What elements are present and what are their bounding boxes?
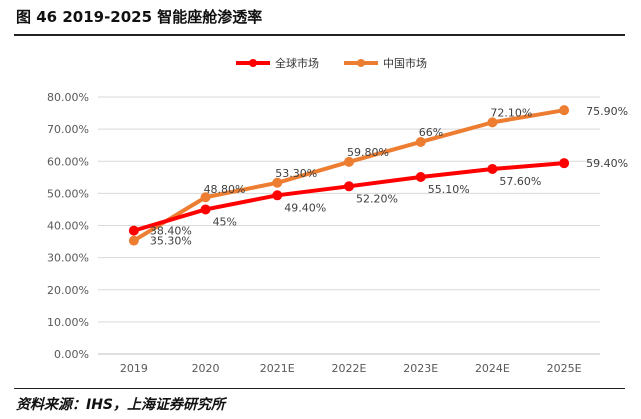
figure-title: 图 46 2019-2025 智能座舱渗透率	[16, 8, 263, 26]
data-point	[415, 171, 426, 182]
x-tick-label: 2025E	[547, 362, 582, 375]
x-tick-label: 2020	[192, 362, 220, 375]
y-tick-label: 60.00%	[47, 155, 89, 168]
legend-marker	[357, 59, 365, 67]
data-label: 57.60%	[499, 175, 541, 188]
data-point	[272, 177, 283, 188]
y-tick-label: 40.00%	[47, 220, 89, 233]
data-label: 35.30%	[150, 235, 192, 248]
x-tick-label: 2019	[120, 362, 148, 375]
data-label: 55.10%	[428, 183, 470, 196]
y-tick-label: 50.00%	[47, 187, 89, 200]
data-point	[559, 158, 570, 169]
y-tick-label: 10.00%	[47, 316, 89, 329]
y-tick-label: 30.00%	[47, 252, 89, 265]
data-label: 49.40%	[284, 201, 326, 214]
data-label: 48.80%	[204, 183, 246, 196]
x-tick-label: 2024E	[475, 362, 510, 375]
y-tick-label: 0.00%	[54, 348, 89, 361]
data-label: 72.10%	[490, 106, 532, 119]
data-label: 59.40%	[586, 157, 628, 170]
data-point	[344, 156, 354, 167]
data-point	[128, 235, 139, 246]
source-note: 资料来源：IHS，上海证券研究所	[16, 397, 226, 413]
y-tick-label: 20.00%	[47, 284, 89, 297]
data-point	[128, 225, 139, 236]
legend-label: 全球市场	[275, 56, 319, 70]
data-label: 45%	[213, 215, 237, 228]
line-chart: 0.00% 10.00% 20.00% 30.00% 40.00% 50.00% 60.00…	[47, 56, 628, 375]
title-rule	[14, 34, 625, 36]
data-point	[487, 163, 498, 174]
data-point	[415, 136, 426, 147]
y-tick-label: 70.00%	[47, 123, 89, 136]
data-label: 38.40%	[150, 225, 192, 238]
x-tick-label: 2023E	[403, 362, 438, 375]
data-point	[559, 105, 570, 116]
data-label: 59.80%	[347, 146, 389, 159]
x-tick-label: 2022E	[332, 362, 367, 375]
y-tick-label: 80.00%	[47, 91, 89, 104]
x-tick-label: 2021E	[260, 362, 295, 375]
data-point	[272, 190, 283, 201]
data-point	[344, 181, 354, 192]
series-line	[131, 161, 567, 233]
data-label: 75.90%	[586, 105, 628, 118]
legend-marker	[249, 59, 257, 67]
data-point	[200, 204, 211, 215]
data-label: 53.30%	[275, 167, 317, 180]
source-rule	[14, 388, 625, 389]
data-point	[487, 117, 498, 128]
legend-label: 中国市场	[383, 56, 427, 70]
data-point	[200, 192, 211, 203]
data-label: 52.20%	[356, 192, 398, 205]
data-label: 66%	[419, 126, 443, 139]
